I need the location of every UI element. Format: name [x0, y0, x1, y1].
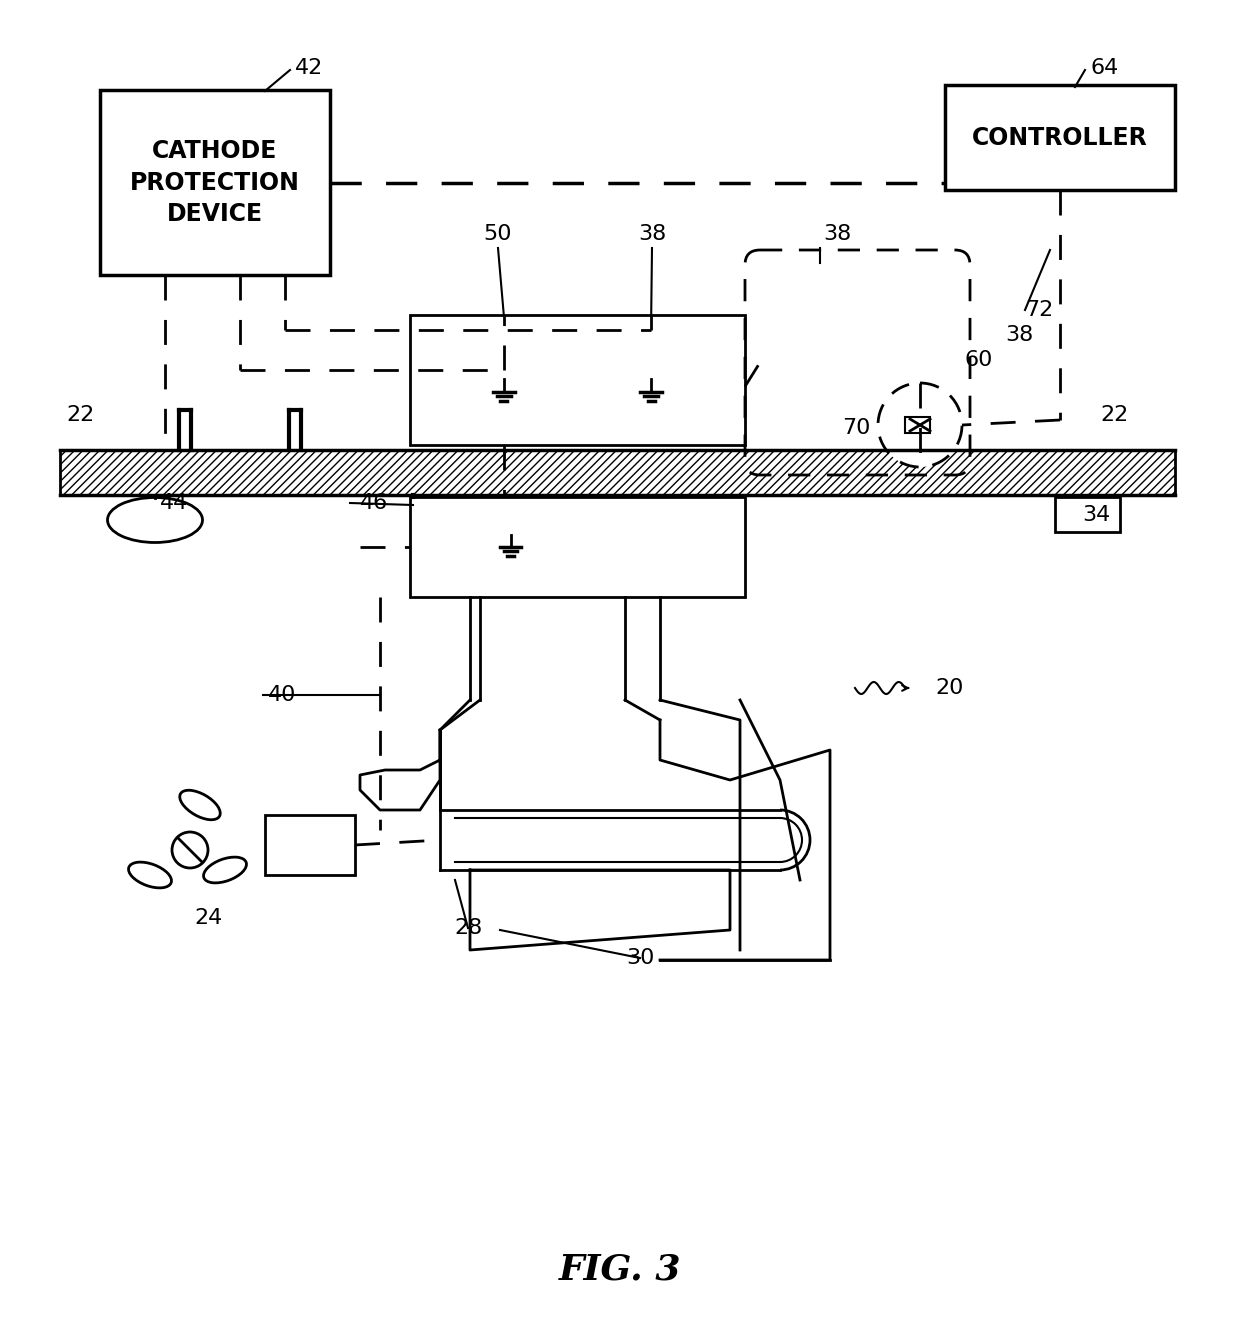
Ellipse shape	[129, 862, 171, 888]
Text: 38: 38	[637, 224, 666, 244]
Text: 38: 38	[1004, 325, 1033, 345]
Text: 70: 70	[842, 418, 870, 438]
Bar	[410, 315, 745, 445]
Text: 44: 44	[160, 493, 188, 513]
Bar	[1055, 497, 1120, 532]
Ellipse shape	[203, 858, 247, 883]
Text: 42: 42	[295, 57, 324, 77]
Text: 24: 24	[193, 908, 222, 929]
Bar	[945, 86, 1176, 190]
Text: 22: 22	[66, 405, 94, 425]
Text: 34: 34	[1083, 505, 1110, 525]
Ellipse shape	[180, 791, 221, 820]
Circle shape	[172, 832, 208, 868]
Ellipse shape	[108, 497, 202, 542]
Text: 50: 50	[484, 224, 512, 244]
Text: CONTROLLER: CONTROLLER	[972, 126, 1148, 150]
Text: 64: 64	[1090, 57, 1118, 77]
Bar	[410, 497, 745, 597]
Circle shape	[878, 383, 962, 468]
Text: 20: 20	[935, 677, 963, 697]
Text: 72: 72	[1025, 301, 1053, 321]
Bar	[905, 417, 930, 433]
Text: 28: 28	[454, 918, 482, 938]
Text: FIG. 3: FIG. 3	[559, 1253, 681, 1287]
Text: 38: 38	[823, 224, 851, 244]
Bar	[60, 450, 1176, 496]
Bar	[265, 815, 355, 875]
Text: 60: 60	[965, 350, 993, 370]
Bar	[100, 90, 330, 275]
Text: 46: 46	[360, 493, 388, 513]
Text: 22: 22	[1101, 405, 1130, 425]
Text: 40: 40	[268, 685, 296, 705]
Text: CATHODE
PROTECTION
DEVICE: CATHODE PROTECTION DEVICE	[130, 139, 300, 226]
Text: 30: 30	[626, 949, 655, 969]
